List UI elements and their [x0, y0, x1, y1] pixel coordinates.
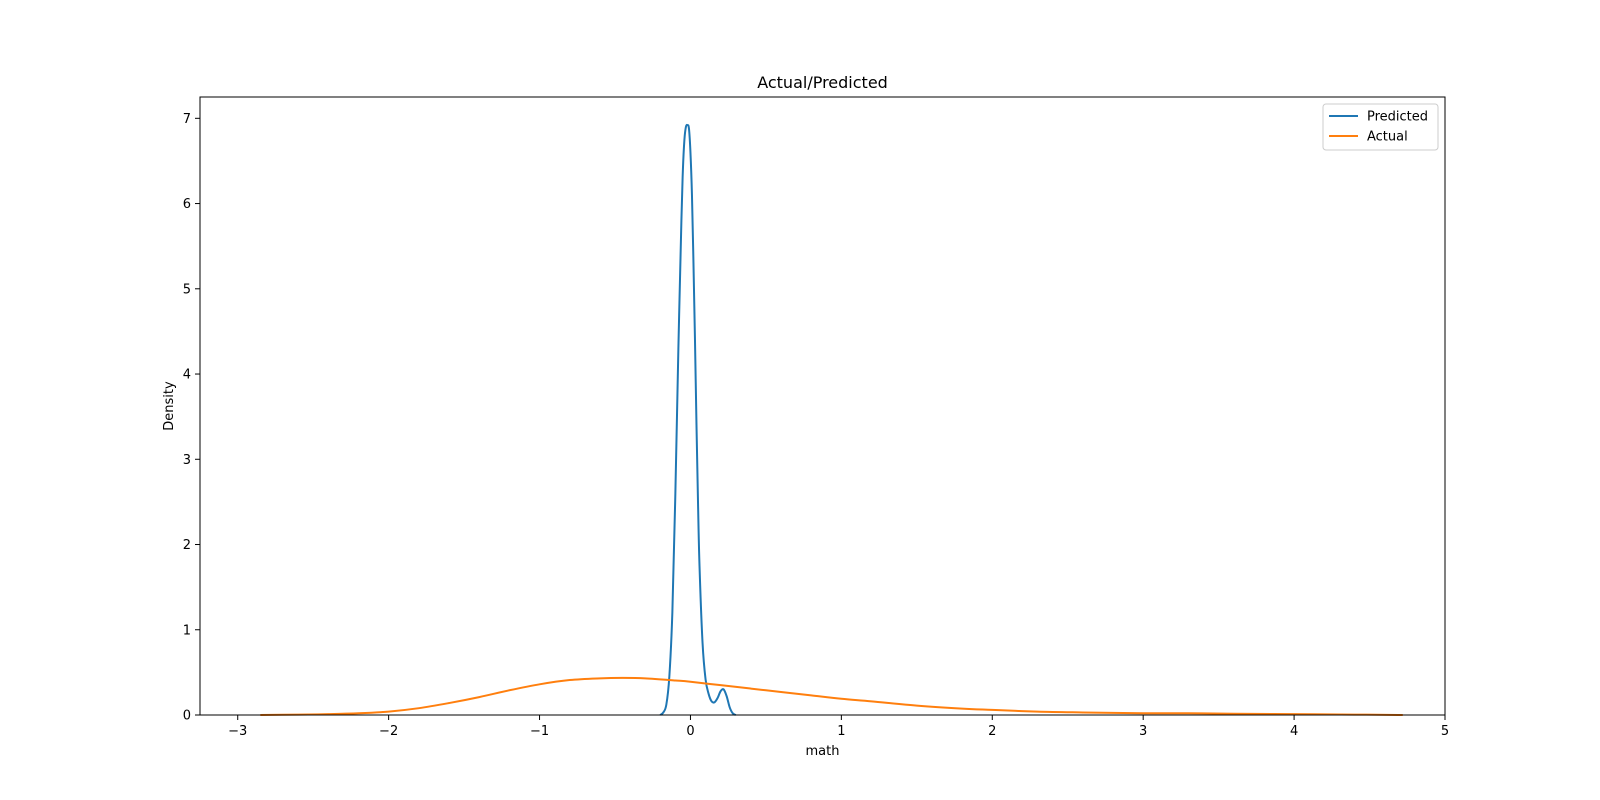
- y-tick-label: 6: [183, 197, 191, 212]
- x-axis: −3 −2 −1 0 1 2 3 4 5: [228, 715, 1449, 739]
- y-tick-label: 7: [183, 112, 191, 127]
- y-tick-label: 3: [183, 453, 191, 468]
- y-axis: 0 1 2 3 4 5 6 7: [183, 112, 200, 724]
- x-tick-label: 0: [686, 724, 694, 739]
- y-tick-label: 0: [183, 709, 191, 724]
- y-tick-label: 4: [183, 368, 191, 383]
- y-tick-label: 2: [183, 538, 191, 553]
- legend-label-predicted: Predicted: [1367, 110, 1428, 125]
- chart-title: Actual/Predicted: [757, 73, 888, 92]
- x-tick-label: −2: [379, 724, 398, 739]
- x-tick-label: 3: [1139, 724, 1147, 739]
- legend: Predicted Actual: [1322, 103, 1439, 151]
- plot-area: [200, 97, 1445, 715]
- plot-frame: [199, 96, 1446, 716]
- x-tick-label: 2: [988, 724, 996, 739]
- y-tick-label: 5: [183, 282, 191, 297]
- y-axis-label: Density: [162, 381, 177, 431]
- x-tick-label: −3: [228, 724, 247, 739]
- x-tick-label: −1: [530, 724, 549, 739]
- x-axis-label: math: [806, 744, 840, 759]
- series-layer: [260, 123, 1403, 716]
- series-line-actual: [260, 676, 1403, 716]
- x-tick-label: 4: [1290, 724, 1298, 739]
- legend-label-actual: Actual: [1367, 130, 1408, 145]
- x-tick-label: 1: [837, 724, 845, 739]
- x-tick-label: 5: [1441, 724, 1449, 739]
- series-line-predicted: [659, 123, 737, 716]
- y-tick-label: 1: [183, 623, 191, 638]
